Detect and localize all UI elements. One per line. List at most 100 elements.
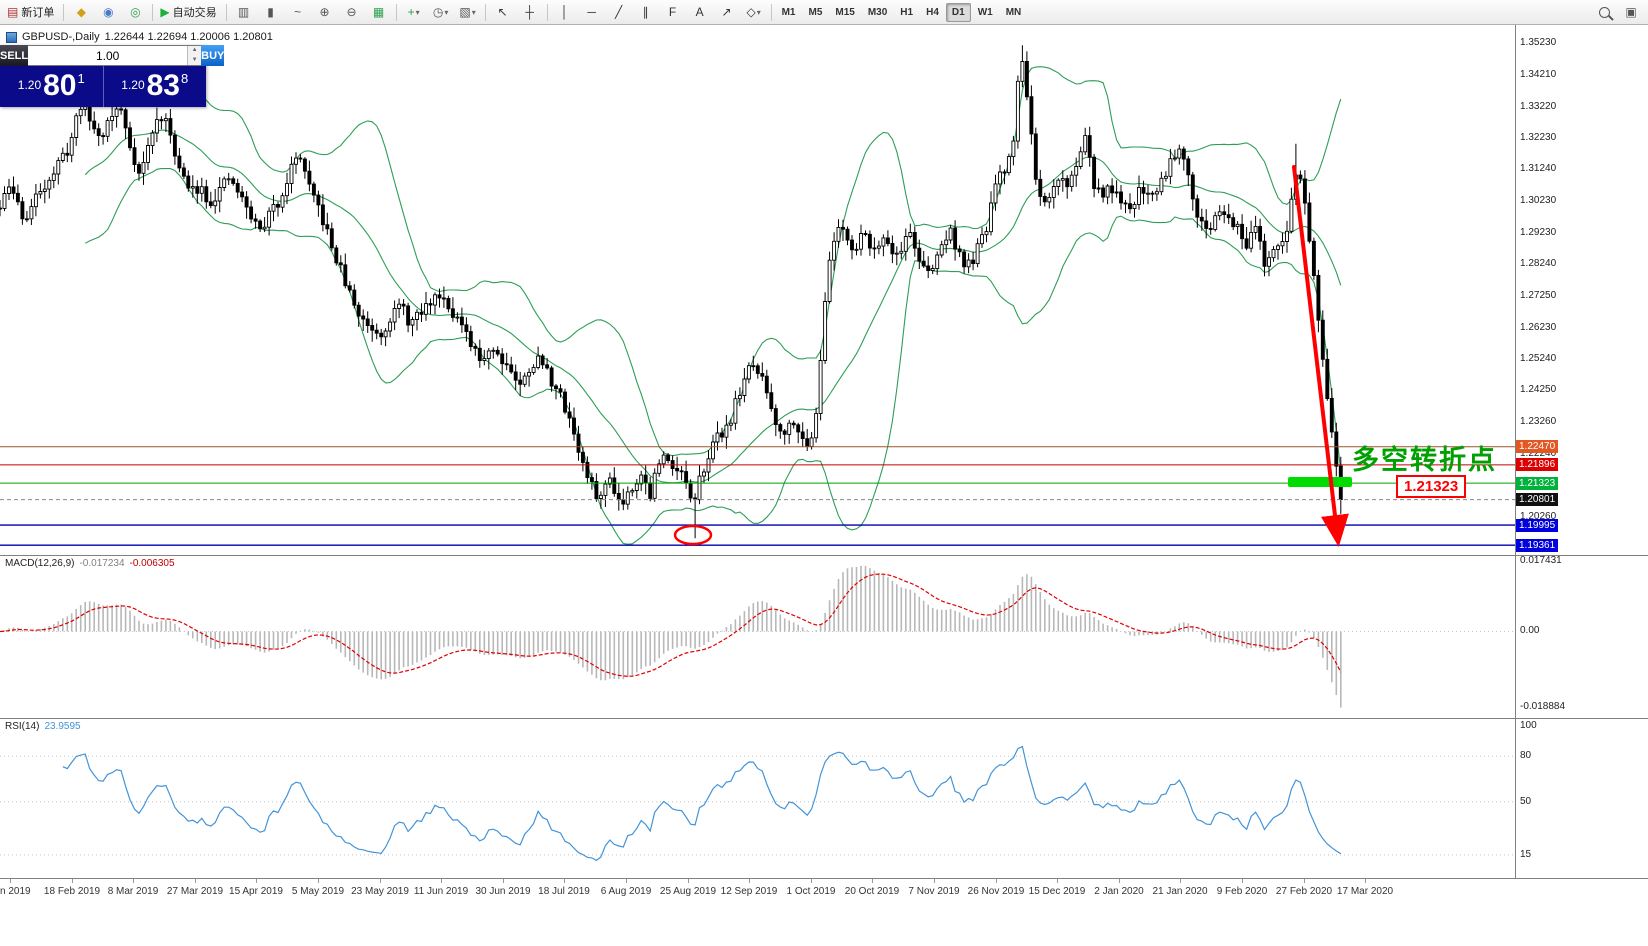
periods-menu-icon: ◷ — [432, 5, 444, 19]
new-order-icon: ▤ — [7, 5, 19, 19]
candle-chart-type-icon: ▮ — [267, 5, 274, 19]
arrows-tool-button[interactable]: ↗ — [714, 1, 740, 23]
chart-workspace[interactable]: Jan 2019 18 Feb 2019 8 Mar 2019 27 Mar 2019… — [0, 25, 1648, 946]
channel-tool-button[interactable]: ∥ — [633, 1, 659, 23]
time-axis[interactable]: Jan 2019 18 Feb 2019 8 Mar 2019 27 Mar 2019… — [0, 878, 1648, 909]
date-label: 6 Aug 2019 — [600, 886, 652, 897]
timeframe-m15-button[interactable]: M15 — [835, 6, 855, 18]
volume-down-button[interactable]: ▼ — [188, 55, 202, 65]
date-label: 30 Jun 2019 — [475, 886, 531, 897]
autotrading-icon: ▶ — [160, 5, 170, 19]
dropdown-caret-icon: ▾ — [756, 7, 761, 17]
time-axis-tick — [10, 879, 11, 883]
horizontal-line-tool-button[interactable]: ─ — [579, 1, 605, 23]
toolbar-separator — [484, 3, 486, 21]
symbols-button[interactable]: ◆ — [68, 1, 94, 23]
timeframe-m30-button[interactable]: M30 — [867, 6, 888, 18]
volume-field: ▲ ▼ — [28, 45, 202, 66]
volume-input[interactable] — [28, 46, 188, 65]
tile-windows-icon: ▦ — [372, 5, 385, 19]
timeframe-m1-button[interactable]: M1 — [781, 6, 796, 18]
date-label: 18 Feb 2019 — [43, 886, 101, 897]
sell-button[interactable]: SELL — [0, 45, 29, 66]
time-axis-tick — [934, 879, 935, 883]
text-tool-button[interactable]: A — [687, 1, 713, 23]
date-label: 27 Feb 2020 — [1275, 886, 1333, 897]
time-axis-tick — [564, 879, 565, 883]
autotrading-button[interactable]: ▶ 自动交易 — [157, 1, 221, 23]
new-chart-icon: + — [407, 5, 415, 19]
profile-button[interactable]: ◉ — [95, 1, 121, 23]
community-button[interactable]: ◎ — [122, 1, 148, 23]
new-chart-button[interactable]: + ▾ — [401, 1, 427, 23]
shapes-tool-button[interactable]: ◇ ▾ — [741, 1, 767, 23]
time-axis-tick — [1304, 879, 1305, 883]
bar-chart-type-button[interactable]: ▥ — [231, 1, 257, 23]
time-axis-tick — [72, 879, 73, 883]
time-axis-tick — [318, 879, 319, 883]
line-chart-type-button[interactable]: ~ — [285, 1, 311, 23]
date-label: 12 Sep 2019 — [720, 886, 778, 897]
arrows-tool-icon: ↗ — [721, 5, 732, 19]
search-button[interactable] — [1591, 1, 1617, 23]
crosshair-tool-button[interactable]: ┼ — [517, 1, 543, 23]
text-tool-icon: A — [695, 5, 704, 19]
time-axis-tick — [811, 879, 812, 883]
time-axis-tick — [195, 879, 196, 883]
dropdown-caret-icon: ▾ — [471, 7, 476, 17]
buy-price[interactable]: 1.20 83 8 — [104, 66, 207, 107]
profile-icon: ◉ — [103, 5, 114, 19]
zoom-out-icon: ⊖ — [346, 5, 357, 19]
toolbox-button[interactable]: ▣ — [1618, 1, 1644, 23]
date-label: 20 Oct 2019 — [844, 886, 900, 897]
toolbar-separator — [770, 3, 772, 21]
buy-price-pip: 8 — [181, 71, 189, 86]
timeframe-w1-button[interactable]: W1 — [977, 6, 993, 18]
time-axis-tick — [256, 879, 257, 883]
zoom-out-button[interactable]: ⊖ — [339, 1, 365, 23]
vertical-line-tool-icon: │ — [560, 5, 569, 19]
date-label: 7 Nov 2019 — [908, 886, 960, 897]
date-label: 26 Nov 2019 — [967, 886, 1025, 897]
time-axis-tick — [688, 879, 689, 883]
time-axis-tick — [441, 879, 442, 883]
dropdown-caret-icon: ▾ — [415, 7, 420, 17]
new-order-button[interactable]: ▤ 新订单 — [4, 1, 59, 23]
candle-chart-type-button[interactable]: ▮ — [258, 1, 284, 23]
sell-price-prefix: 1.20 — [17, 78, 42, 92]
cursor-tool-icon: ↖ — [497, 5, 508, 19]
toolbar-separator — [546, 3, 548, 21]
trendline-tool-button[interactable]: ╱ — [606, 1, 632, 23]
sell-price[interactable]: 1.20 80 1 — [0, 66, 104, 107]
time-axis-tick — [1242, 879, 1243, 883]
timeframe-h4-button[interactable]: H4 — [926, 6, 939, 18]
template-menu-icon: ▧ — [459, 5, 471, 19]
date-label: Jan 2019 — [0, 886, 31, 897]
cursor-tool-button[interactable]: ↖ — [490, 1, 516, 23]
tile-windows-button[interactable]: ▦ — [366, 1, 392, 23]
time-axis-tick — [872, 879, 873, 883]
timeframe-m5-button[interactable]: M5 — [808, 6, 823, 18]
bar-chart-type-icon: ▥ — [237, 5, 250, 19]
buy-button[interactable]: BUY — [201, 45, 225, 66]
vertical-line-tool-button[interactable]: │ — [552, 1, 578, 23]
date-label: 11 Jun 2019 — [413, 886, 469, 897]
time-axis-tick — [626, 879, 627, 883]
sell-price-big: 80 — [43, 69, 77, 102]
buy-price-prefix: 1.20 — [121, 78, 145, 92]
buy-price-big: 83 — [146, 69, 180, 102]
date-label: 8 Mar 2019 — [107, 886, 159, 897]
volume-up-button[interactable]: ▲ — [188, 46, 202, 56]
fibonacci-tool-icon: F — [668, 5, 677, 19]
fibonacci-tool-button[interactable]: F — [660, 1, 686, 23]
zoom-in-button[interactable]: ⊕ — [312, 1, 338, 23]
timeframe-d1-button[interactable]: D1 — [945, 2, 971, 22]
time-axis-tick — [133, 879, 134, 883]
periods-menu-button[interactable]: ◷ ▾ — [428, 1, 454, 23]
timeframe-mn-button[interactable]: MN — [1005, 6, 1022, 18]
timeframe-h1-button[interactable]: H1 — [900, 6, 914, 18]
zoom-in-icon: ⊕ — [319, 5, 330, 19]
toolbar-separator — [395, 3, 397, 21]
horizontal-line-tool-icon: ─ — [587, 5, 596, 19]
template-menu-button[interactable]: ▧ ▾ — [455, 1, 481, 23]
